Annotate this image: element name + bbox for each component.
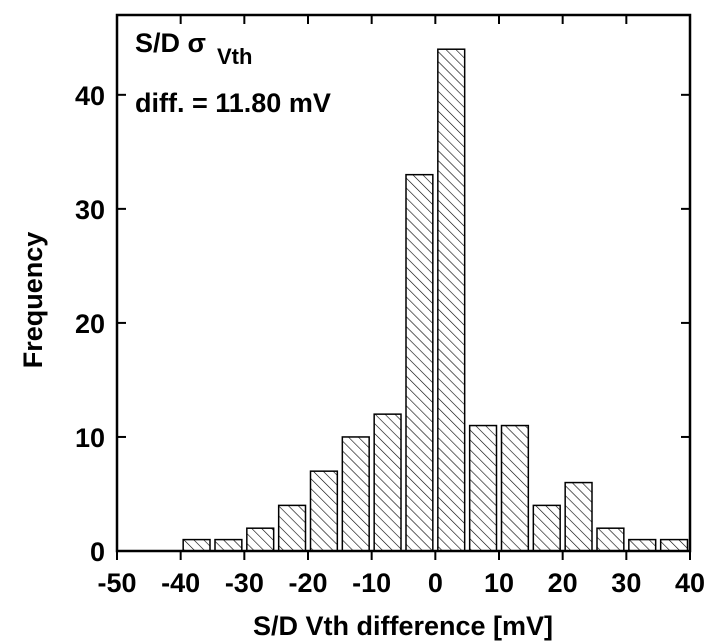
bar [341,436,370,552]
bar [182,538,211,552]
x-axis-title: S/D Vth difference [mV] [253,611,553,641]
y-tick-label: 40 [75,81,105,111]
x-tick-label: -10 [352,568,391,598]
bar [564,481,593,552]
x-tick-label: -30 [225,568,264,598]
y-tick-label: 10 [75,423,105,453]
x-tick-label: 10 [484,568,514,598]
y-axis-title: Frequency [18,232,48,369]
bar [277,504,307,552]
y-tick-label: 20 [75,309,105,339]
bar [373,413,402,552]
bar [596,527,625,552]
bar [246,527,275,552]
x-tick-label: -40 [161,568,200,598]
x-tick-label: 20 [548,568,578,598]
annotation: diff. = 11.80 mV [135,88,331,118]
bar [628,538,657,552]
y-tick-label: 30 [75,195,105,225]
bar [468,424,498,552]
bar [659,538,689,552]
bar [214,538,243,552]
x-tick-label: 40 [675,568,705,598]
bar [405,173,434,552]
x-tick-label: 30 [611,568,641,598]
plot-frame [115,13,692,553]
x-tick-label: -50 [97,568,136,598]
y-tick-label: 0 [90,537,105,567]
bar [500,424,530,552]
bar [437,48,466,552]
x-tick-label: -20 [288,568,327,598]
annotation-subscript: Vth [217,44,252,69]
x-tick-label: 0 [428,568,443,598]
annotation: S/D σ [135,28,206,58]
bar [309,470,339,552]
bar [532,504,561,552]
